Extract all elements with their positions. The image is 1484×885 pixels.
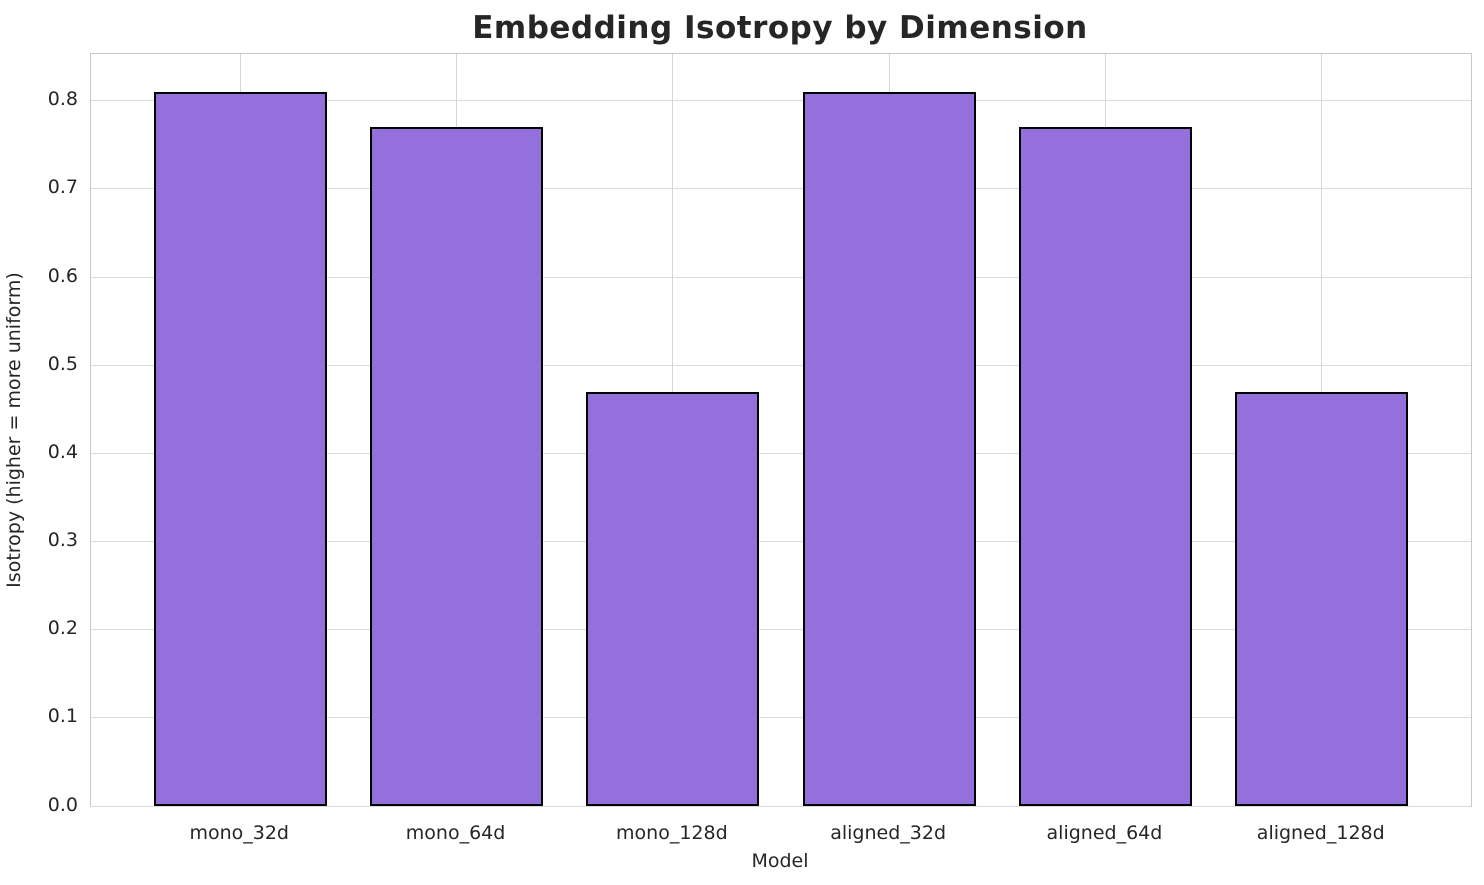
- gridline: [91, 100, 1471, 102]
- y-tick-label: 0.4: [47, 440, 78, 463]
- bar-aligned_128d: [1235, 391, 1409, 806]
- gridline: [91, 188, 1471, 190]
- y-tick-label: 0.6: [47, 264, 78, 287]
- gridline: [91, 629, 1471, 631]
- y-tick-label: 0.1: [47, 705, 78, 728]
- plot-area: [90, 53, 1472, 807]
- y-tick-label: 0.7: [47, 176, 78, 199]
- x-tick-label: aligned_64d: [1046, 822, 1163, 844]
- bar-aligned_32d: [802, 91, 976, 806]
- gridline: [91, 452, 1471, 454]
- y-tick-label: 0.8: [47, 88, 78, 111]
- gridline: [91, 805, 1471, 807]
- y-tick-label: 0.3: [47, 529, 78, 552]
- y-tick-label: 0.0: [47, 793, 78, 816]
- x-axis-label: Model: [751, 850, 809, 872]
- y-tick-label: 0.5: [47, 352, 78, 375]
- gridline: [91, 276, 1471, 278]
- gridline: [91, 717, 1471, 719]
- x-tick-label: mono_32d: [189, 822, 289, 844]
- bar-mono_128d: [586, 391, 760, 806]
- bar-mono_64d: [370, 127, 544, 806]
- x-tick-label: aligned_128d: [1256, 822, 1385, 844]
- chart-title: Embedding Isotropy by Dimension: [472, 10, 1088, 46]
- x-tick-label: aligned_32d: [830, 822, 947, 844]
- gridline: [91, 541, 1471, 543]
- x-tick-label: mono_64d: [405, 822, 506, 844]
- gridline: [91, 364, 1471, 366]
- x-tick-label: mono_128d: [616, 822, 728, 844]
- bar-aligned_64d: [1018, 127, 1192, 806]
- bar-mono_32d: [153, 91, 327, 806]
- y-tick-label: 0.2: [47, 617, 78, 640]
